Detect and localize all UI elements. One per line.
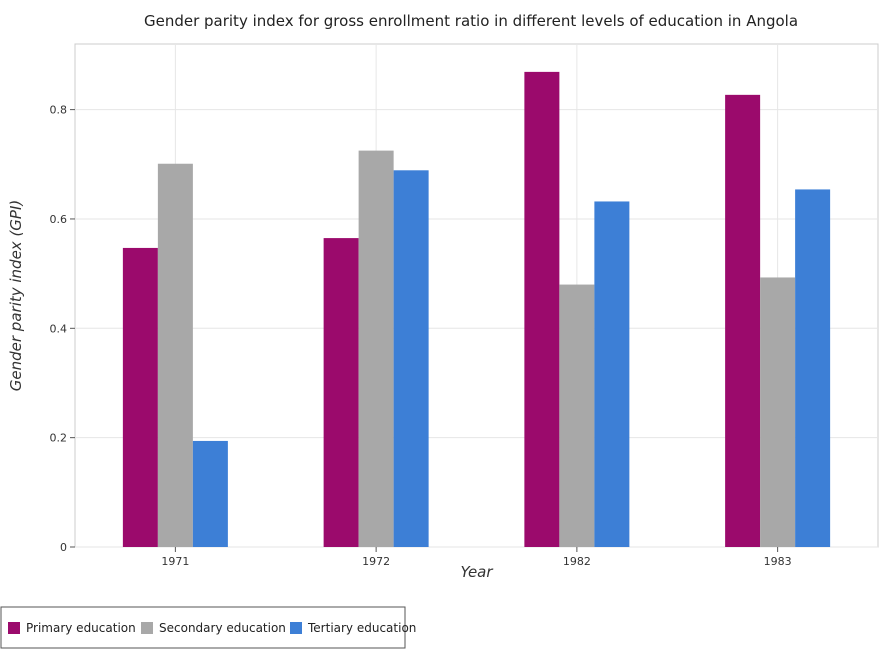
bar-primary-education [725,94,761,547]
x-tick-label: 1983 [764,555,792,568]
legend-label: Primary education [26,621,136,635]
legend-swatch [141,622,153,634]
legend-label: Tertiary education [307,621,416,635]
bar-secondary-education [559,284,595,547]
x-axis-label: Year [460,563,493,581]
bar-primary-education [323,238,359,547]
x-axis-ticks: 1971 1972 1982 1983 [161,547,792,568]
legend: Primary education Secondary education Tert… [0,606,416,649]
y-tick-label: 0.6 [50,213,68,226]
chart-title: Gender parity index for gross enrollment… [144,12,798,30]
bar-tertiary-education [393,170,429,547]
y-axis-label: Gender parity index (GPI) [7,200,25,391]
legend-box [0,606,406,649]
bar-primary-education [524,71,560,547]
bar-tertiary-education [594,201,630,547]
bar-tertiary-education [192,440,228,547]
legend-swatch [290,622,302,634]
x-tick-label: 1971 [161,555,189,568]
bar-primary-education [122,247,158,547]
y-tick-label: 0.8 [50,104,68,117]
x-tick-label: 1982 [563,555,591,568]
bar-tertiary-education [795,189,831,547]
legend-swatch [8,622,20,634]
y-axis-ticks: 0 0.2 0.4 0.6 0.8 [50,104,75,554]
legend-label: Secondary education [159,621,286,635]
y-tick-label: 0 [60,541,67,554]
y-tick-label: 0.2 [50,432,68,445]
x-tick-label: 1972 [362,555,390,568]
y-tick-label: 0.4 [50,322,68,335]
bar-secondary-education [760,277,796,547]
plot-area: 0 0.2 0.4 0.6 0.8 1971 1972 1982 1983 [50,43,879,568]
bar-secondary-education [358,150,394,547]
bar-secondary-education [157,163,193,547]
bars [122,71,831,547]
